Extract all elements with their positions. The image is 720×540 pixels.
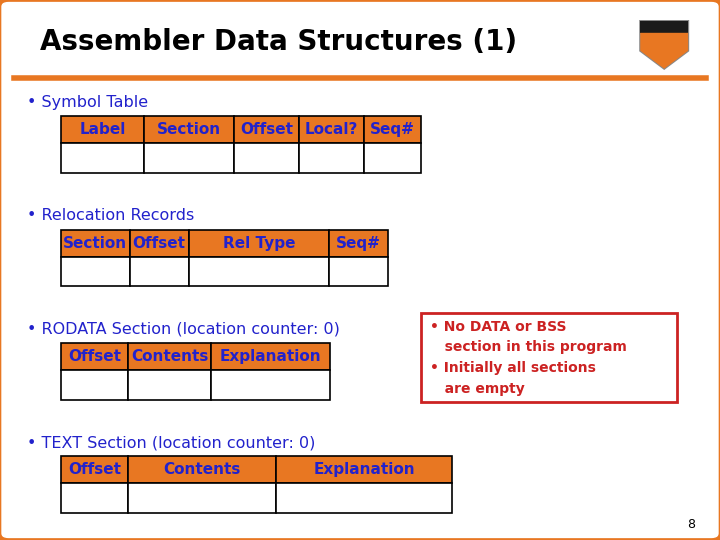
Bar xyxy=(299,116,364,143)
Text: Contents: Contents xyxy=(163,462,240,477)
Text: • Initially all sections: • Initially all sections xyxy=(430,361,595,375)
Bar xyxy=(189,256,329,286)
Bar xyxy=(329,230,388,256)
Bar xyxy=(61,370,128,400)
Text: Section: Section xyxy=(63,235,127,251)
Bar xyxy=(61,143,144,173)
Text: Local?: Local? xyxy=(305,122,358,137)
Text: Offset: Offset xyxy=(132,235,186,251)
Bar xyxy=(144,116,234,143)
Text: Contents: Contents xyxy=(131,349,208,364)
Bar xyxy=(128,343,211,370)
Bar xyxy=(61,116,144,143)
Bar xyxy=(329,256,388,286)
Bar xyxy=(276,483,452,513)
Bar xyxy=(130,230,189,256)
Text: section in this program: section in this program xyxy=(430,340,626,354)
Bar xyxy=(128,370,211,400)
Bar xyxy=(130,256,189,286)
Text: Explanation: Explanation xyxy=(220,349,321,364)
Bar xyxy=(364,143,421,173)
Bar xyxy=(234,116,299,143)
Bar xyxy=(61,230,130,256)
Bar xyxy=(234,143,299,173)
Text: are empty: are empty xyxy=(430,382,525,396)
Bar xyxy=(211,343,330,370)
Text: Explanation: Explanation xyxy=(313,462,415,477)
Text: Rel Type: Rel Type xyxy=(222,235,295,251)
Text: Section: Section xyxy=(157,122,221,137)
Bar xyxy=(299,143,364,173)
Bar xyxy=(128,483,276,513)
Bar xyxy=(61,256,130,286)
Text: Assembler Data Structures (1): Assembler Data Structures (1) xyxy=(40,28,517,56)
Text: • TEXT Section (location counter: 0): • TEXT Section (location counter: 0) xyxy=(27,435,316,450)
Text: 8: 8 xyxy=(687,518,695,531)
Text: Offset: Offset xyxy=(240,122,293,137)
Bar xyxy=(61,456,128,483)
Text: Label: Label xyxy=(79,122,126,137)
Bar xyxy=(61,343,128,370)
Bar xyxy=(364,116,421,143)
Text: Seq#: Seq# xyxy=(370,122,415,137)
Bar xyxy=(211,370,330,400)
Bar xyxy=(128,456,276,483)
Text: • RODATA Section (location counter: 0): • RODATA Section (location counter: 0) xyxy=(27,322,341,337)
Text: • Symbol Table: • Symbol Table xyxy=(27,95,148,110)
Text: Seq#: Seq# xyxy=(336,235,381,251)
Bar xyxy=(421,313,677,402)
Bar xyxy=(189,230,329,256)
Bar xyxy=(144,143,234,173)
Text: Offset: Offset xyxy=(68,349,121,364)
Text: • No DATA or BSS: • No DATA or BSS xyxy=(430,320,567,334)
Bar xyxy=(276,456,452,483)
Bar xyxy=(61,483,128,513)
Text: • Relocation Records: • Relocation Records xyxy=(27,208,194,224)
Text: Offset: Offset xyxy=(68,462,121,477)
